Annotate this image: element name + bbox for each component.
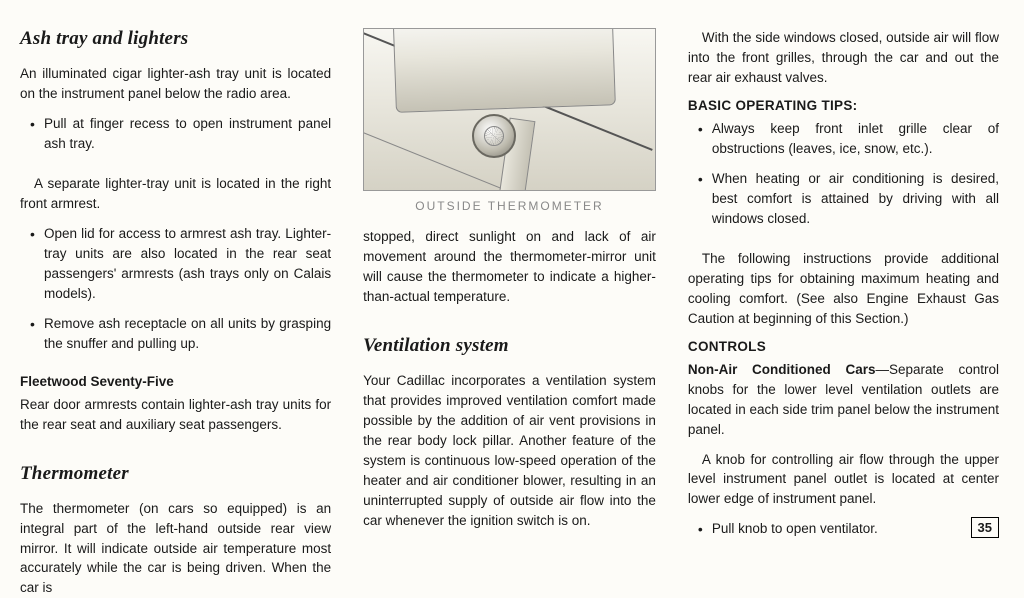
column-2: OUTSIDE THERMOMETER stopped, direct sunl… (363, 28, 656, 541)
heading-ventilation: Ventilation system (363, 335, 656, 357)
para: Your Cadillac incorporates a ventilation… (363, 371, 656, 531)
para-nonair: Non-Air Conditioned Cars—Separate contro… (688, 360, 999, 440)
para: stopped, direct sunlight on and lack of … (363, 227, 656, 307)
list-item: Pull knob to open ventilator. (688, 519, 999, 539)
thermometer-dial-icon (472, 114, 516, 158)
bullet-list: Always keep front inlet grille clear of … (688, 119, 999, 239)
subheading-basic-tips: BASIC OPERATING TIPS: (688, 98, 999, 113)
column-3: With the side windows closed, outside ai… (688, 28, 999, 541)
figure-caption: OUTSIDE THERMOMETER (363, 199, 656, 213)
heading-ash-tray: Ash tray and lighters (20, 28, 331, 50)
list-item: Always keep front inlet grille clear of … (688, 119, 999, 159)
runin-label: Non-Air Conditioned Cars (688, 362, 876, 377)
page-number: 35 (971, 517, 999, 538)
list-item: Remove ash receptacle on all units by gr… (20, 314, 331, 354)
para: The thermometer (on cars so equipped) is… (20, 499, 331, 598)
list-item: When heating or air conditioning is desi… (688, 169, 999, 229)
heading-thermometer: Thermometer (20, 463, 331, 485)
para: Rear door armrests contain lighter-ash t… (20, 395, 331, 435)
bullet-list: Pull knob to open ventilator. (688, 519, 999, 539)
para: An illuminated cigar lighter-ash tray un… (20, 64, 331, 104)
subheading-fleetwood: Fleetwood Seventy-Five (20, 374, 331, 389)
list-item: Pull at finger recess to open instrument… (20, 114, 331, 154)
para: With the side windows closed, outside ai… (688, 28, 999, 88)
thermometer-figure (363, 28, 656, 191)
list-item: Open lid for access to armrest ash tray.… (20, 224, 331, 304)
bullet-list: Pull at finger recess to open instrument… (20, 114, 331, 164)
subheading-controls: CONTROLS (688, 339, 999, 354)
column-1: Ash tray and lighters An illuminated cig… (20, 28, 331, 541)
bullet-list: Open lid for access to armrest ash tray.… (20, 224, 331, 364)
para: A knob for controlling air flow through … (688, 450, 999, 510)
mirror-illustration (392, 28, 616, 113)
para: A separate lighter-tray unit is located … (20, 174, 331, 214)
para: The following instructions provide addit… (688, 249, 999, 329)
